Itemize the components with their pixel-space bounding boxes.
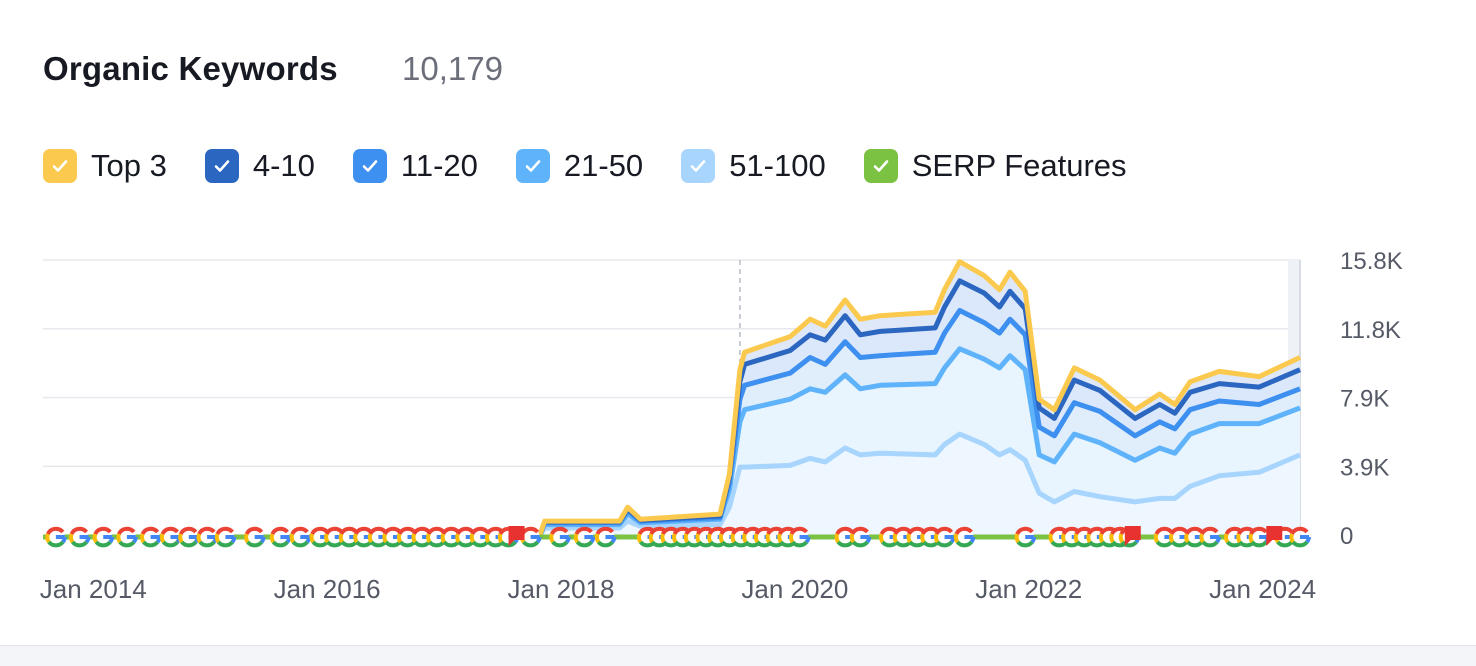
google-update-icon[interactable] [244,526,266,548]
legend-label: Top 3 [91,148,167,183]
google-update-icon[interactable] [269,526,292,548]
x-tick-label: Jan 2022 [975,574,1082,604]
keywords-chart[interactable]: 0 3.9K 7.9K 11.8K 15.8K Jan 2014 Jan 2016 Jan 2… [0,0,1476,645]
google-update-icon[interactable] [69,526,91,548]
legend-label: 21-50 [563,148,644,183]
google-update-icon[interactable] [573,526,596,548]
google-update-icon[interactable] [411,526,434,548]
y-tick-label: 7.9K [1340,386,1389,413]
legend-51-100[interactable]: 51-100 [681,148,826,184]
checkbox-icon[interactable] [681,149,716,183]
note-flag-icon[interactable] [508,526,525,546]
legend-label: 11-20 [400,148,478,183]
y-tick-label: 15.8K [1340,248,1403,275]
google-update-icon[interactable] [289,526,312,548]
google-update-icon[interactable] [934,526,956,548]
x-tick-label: Jan 2020 [741,574,848,604]
x-tick-label: Jan 2024 [1209,574,1316,604]
note-flag-icon[interactable] [1124,526,1141,546]
google-update-icon[interactable] [953,526,976,548]
google-update-icon[interactable] [594,526,617,548]
series-line-top-3 [537,259,1302,536]
legend-label: SERP Features [911,148,1127,183]
google-update-icon[interactable] [1289,526,1311,548]
footer-strip [0,645,1476,666]
google-update-icon[interactable] [45,526,67,548]
google-update-icon[interactable] [367,526,390,548]
widget-title: Organic Keywords [43,50,338,87]
note-flag-icon[interactable] [1266,526,1283,546]
legend-21-50[interactable]: 21-50 [515,148,644,184]
checkbox-icon[interactable] [204,149,239,183]
google-update-icon[interactable] [214,526,237,548]
google-update-icon[interactable] [789,526,811,548]
google-update-icon[interactable] [196,526,219,548]
y-tick-label: 0 [1340,523,1353,550]
google-update-icon[interactable] [1248,526,1271,548]
y-tick-label: 3.9K [1340,454,1389,481]
checkbox-icon[interactable] [352,149,387,183]
google-update-icon[interactable] [178,526,200,548]
legend: Top 3 4-10 11-20 21-50 51-100 SERP Featu… [43,148,1165,184]
checkbox-icon[interactable] [863,149,898,183]
series-line-51-100 [537,431,1301,537]
google-update-icon[interactable] [1199,526,1221,548]
google-update-icon[interactable] [1014,526,1037,548]
google-update-icon[interactable] [549,526,571,548]
google-update-icon[interactable] [140,526,162,548]
legend-label: 51-100 [729,148,826,183]
legend-top-3[interactable]: Top 3 [43,148,167,184]
legend-11-20[interactable]: 11-20 [352,148,478,184]
keyword-count: 10,179 [402,50,503,87]
x-tick-label: Jan 2016 [274,574,381,604]
checkbox-icon[interactable] [515,149,550,183]
y-tick-label: 11.8K [1340,317,1401,344]
legend-label: 4-10 [252,148,315,183]
x-tick-label: Jan 2018 [508,574,615,604]
google-update-icon[interactable] [1184,526,1206,548]
checkbox-icon[interactable] [43,149,77,183]
legend-4-10[interactable]: 4-10 [204,148,315,184]
google-update-icon[interactable] [849,526,872,548]
legend-serp-features[interactable]: SERP Features [863,148,1127,184]
google-update-icon[interactable] [159,526,182,548]
google-update-icon[interactable] [116,526,138,548]
x-tick-label: Jan 2014 [40,574,147,604]
google-update-icon[interactable] [92,526,115,548]
